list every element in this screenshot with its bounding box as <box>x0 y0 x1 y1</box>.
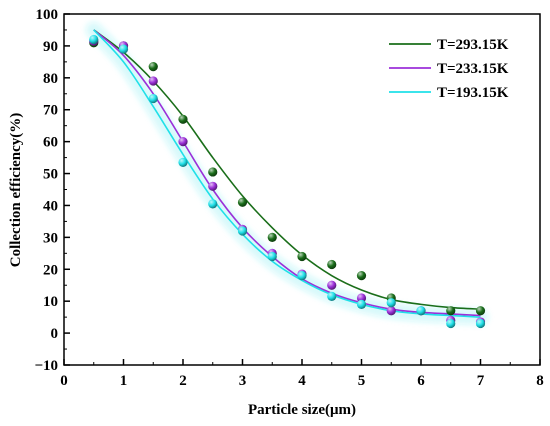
data-point <box>148 93 158 104</box>
data-point <box>327 259 337 270</box>
data-point <box>267 232 277 242</box>
data-point <box>178 137 188 147</box>
y-axis-title: Collection efficiency(%) <box>8 113 24 268</box>
data-point <box>148 62 158 72</box>
x-tick-label: 8 <box>536 373 544 389</box>
data-point <box>327 280 337 290</box>
y-tick-label: 70 <box>43 103 58 119</box>
x-tick-label: 7 <box>477 373 485 389</box>
legend-label: T=233.15K <box>437 61 509 77</box>
data-point <box>208 181 218 191</box>
x-tick-label: 1 <box>120 373 128 389</box>
data-point <box>416 306 426 316</box>
data-point <box>356 299 367 309</box>
x-tick-label: 0 <box>60 373 68 389</box>
glow-layer <box>85 21 489 326</box>
y-tick-label: 60 <box>43 135 58 151</box>
data-points <box>89 34 486 329</box>
data-point <box>446 318 456 329</box>
data-point <box>356 293 367 303</box>
data-point <box>267 251 277 262</box>
data-point <box>386 306 396 316</box>
y-tick-label: 40 <box>43 198 58 214</box>
data-point <box>208 167 218 177</box>
x-tick-label: 4 <box>298 373 306 389</box>
data-point <box>297 251 307 262</box>
legend-label: T=293.15K <box>437 37 509 53</box>
data-point <box>237 197 248 207</box>
data-point <box>356 271 367 281</box>
data-point <box>148 76 158 86</box>
y-tick-label: −10 <box>34 358 58 374</box>
x-tick-label: 3 <box>239 373 247 389</box>
fit-band <box>85 21 489 326</box>
y-tick-label: 100 <box>36 7 59 23</box>
data-point <box>89 34 99 45</box>
y-tick-label: 90 <box>43 39 58 55</box>
data-point <box>446 306 456 316</box>
data-point <box>386 298 396 308</box>
y-tick-label: 80 <box>43 71 58 87</box>
legend-label: T=193.15K <box>437 85 509 101</box>
x-tick-label: 2 <box>179 373 187 389</box>
y-tick-label: 30 <box>43 230 58 246</box>
data-point <box>118 44 129 54</box>
data-point <box>237 226 248 236</box>
data-point <box>178 157 188 167</box>
data-point <box>178 114 188 124</box>
data-point <box>475 318 486 329</box>
x-tick-label: 5 <box>358 373 366 389</box>
data-point <box>475 306 486 316</box>
y-tick-label: 0 <box>51 326 59 342</box>
data-point <box>327 291 337 301</box>
data-point <box>297 271 307 281</box>
data-point <box>208 199 218 209</box>
y-tick-label: 50 <box>43 167 58 183</box>
x-tick-label: 6 <box>417 373 425 389</box>
x-axis-title: Particle size(μm) <box>248 402 356 418</box>
y-tick-label: 20 <box>43 262 58 278</box>
legend: T=293.15K T=233.15K T=193.15K <box>389 37 509 101</box>
y-tick-label: 10 <box>43 294 58 310</box>
